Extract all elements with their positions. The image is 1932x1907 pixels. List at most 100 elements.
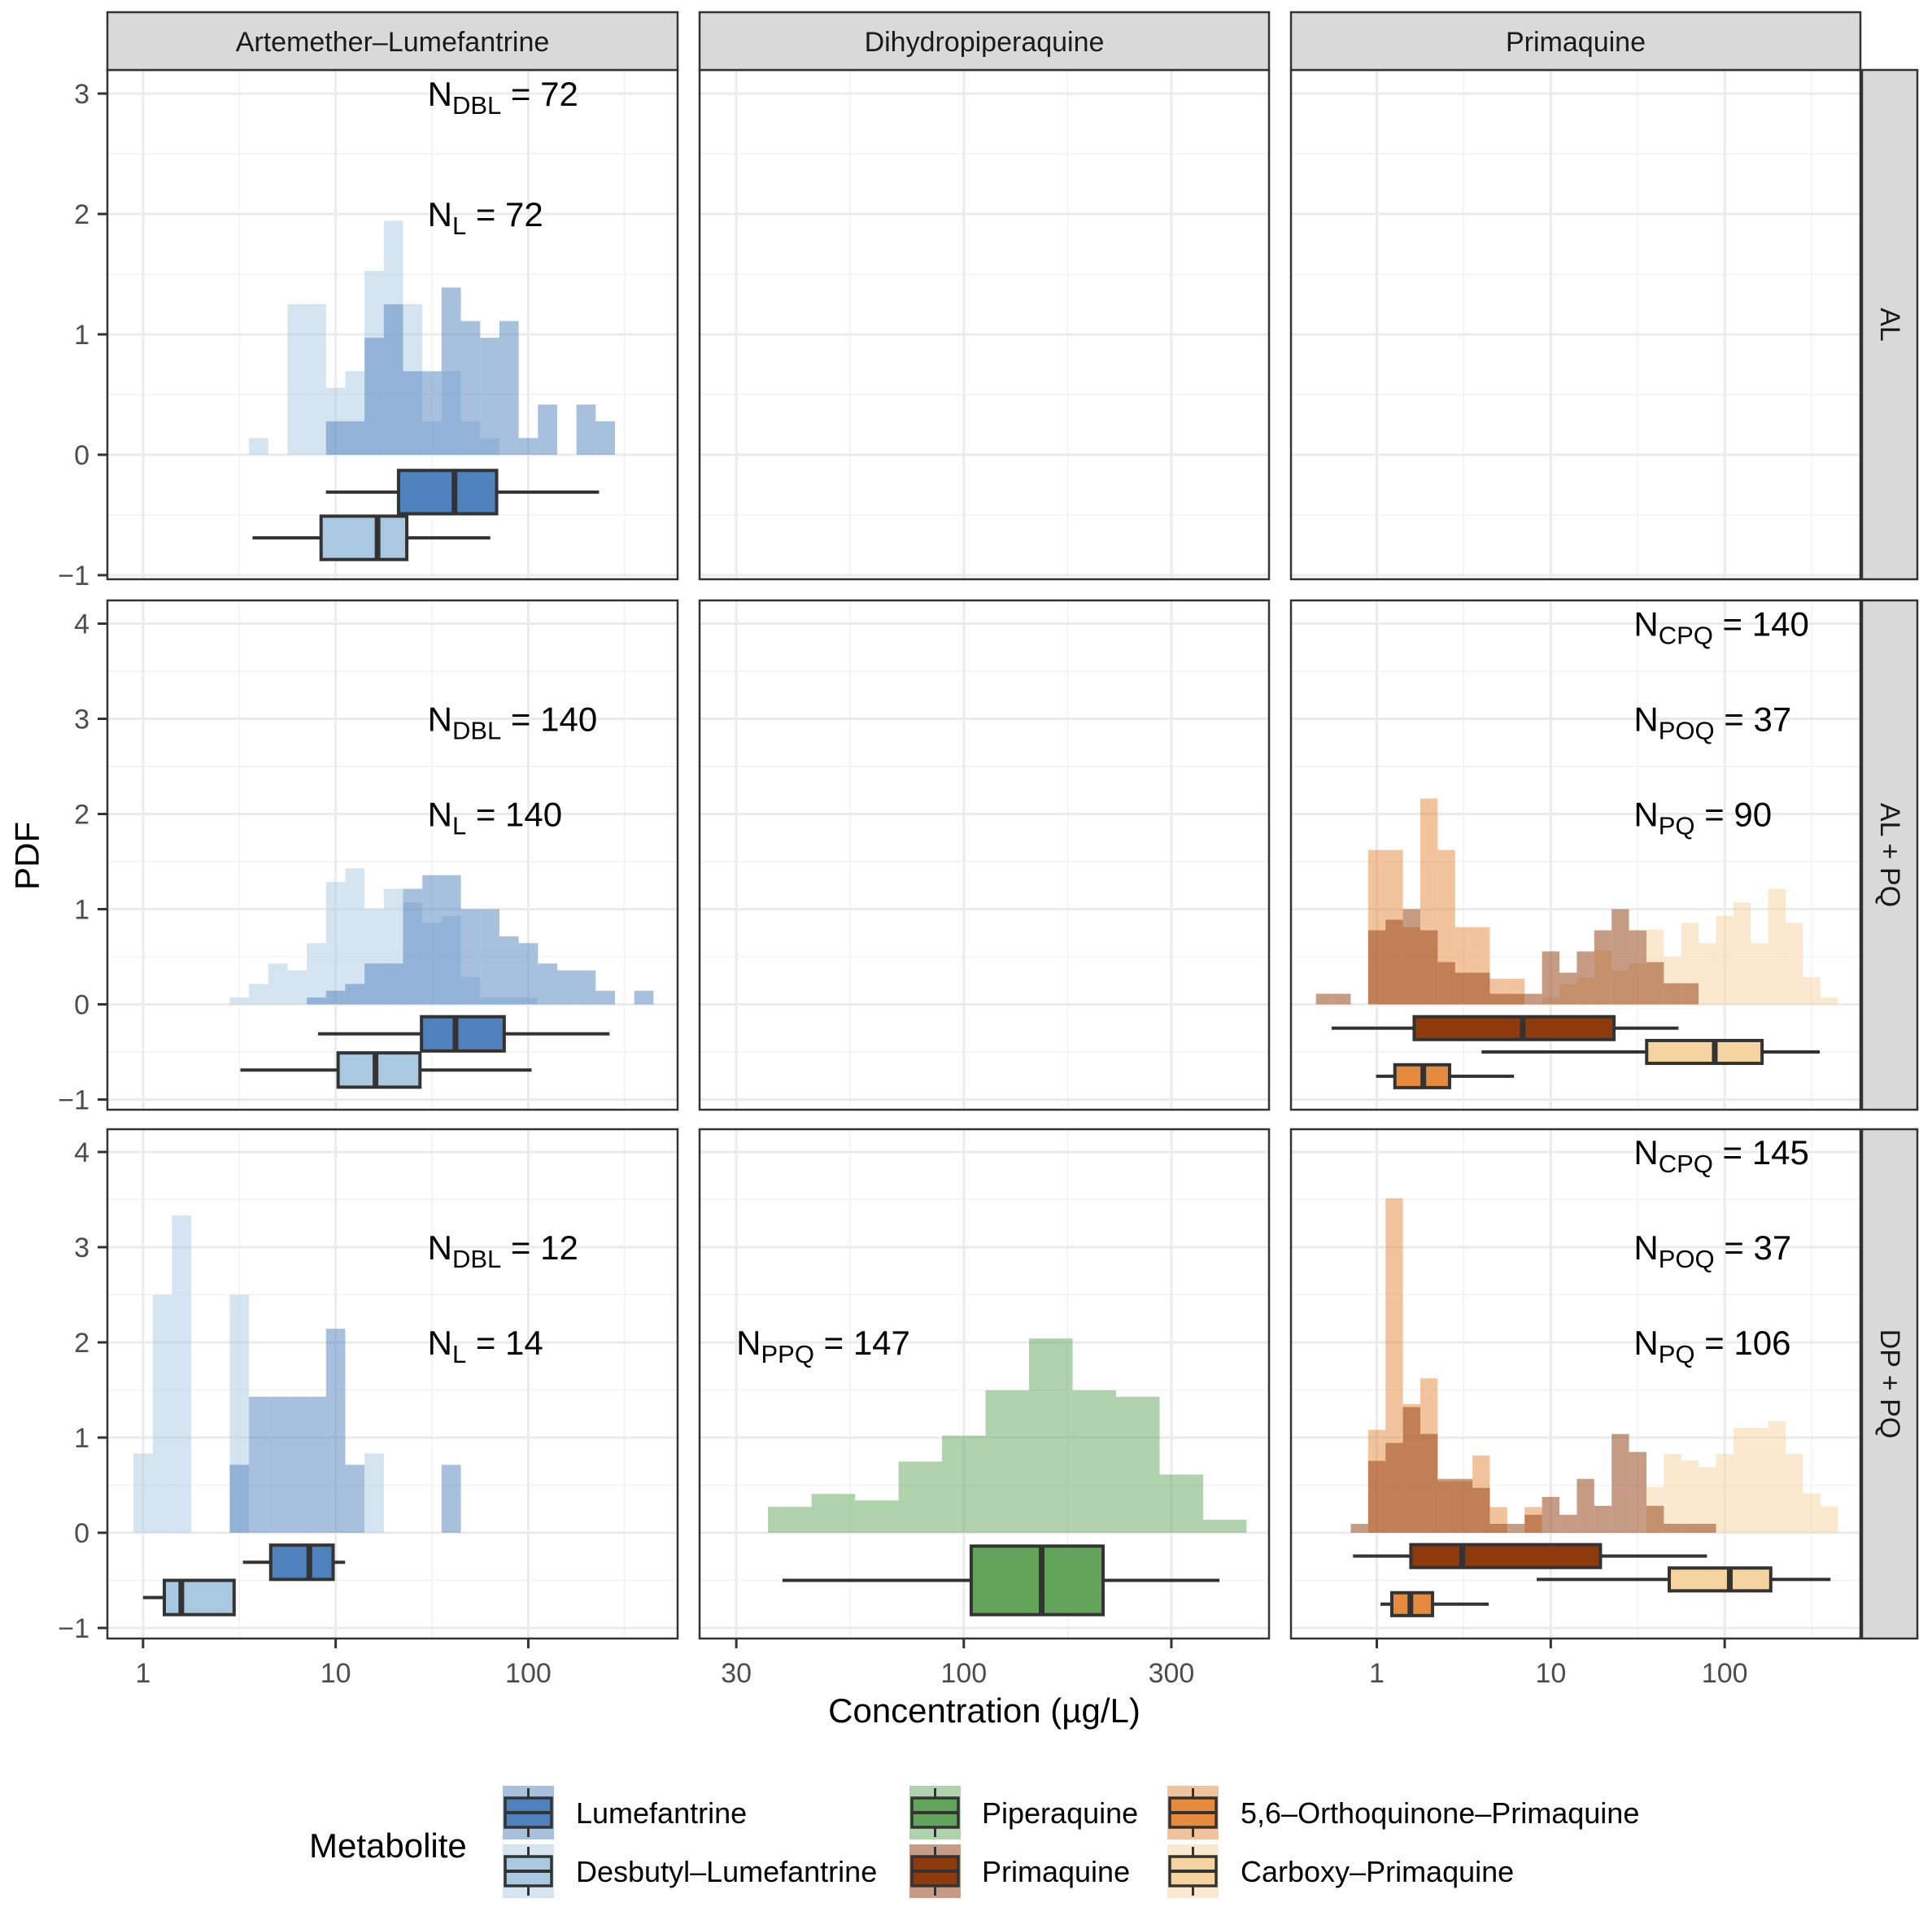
histogram-bar <box>229 1464 250 1534</box>
histogram-bar <box>1029 1338 1073 1534</box>
histogram-bar <box>1542 951 1560 1005</box>
boxplot-box <box>268 1543 335 1582</box>
histogram-bar <box>345 421 365 455</box>
panel-background <box>107 600 678 1110</box>
x-tick-label: 10 <box>1535 1658 1566 1689</box>
histogram-bar <box>1524 993 1542 1005</box>
panel-r0-c2 <box>1291 70 1860 579</box>
sample-size-subscript: PQ <box>1659 812 1695 840</box>
facet-strip-row <box>1860 68 1919 581</box>
histogram-bar <box>1716 915 1734 1005</box>
panel-border <box>1289 599 1862 1111</box>
histogram-bar <box>364 1453 384 1534</box>
sample-size-value: = 147 <box>814 1324 910 1362</box>
legend-item: Carboxy–Primaquine <box>1167 1844 1514 1898</box>
histogram-bar <box>1803 1493 1821 1534</box>
histogram-bar <box>855 1500 899 1534</box>
histogram-bar <box>307 943 326 1005</box>
boxplot <box>242 1543 346 1582</box>
boxplot-box <box>420 1015 506 1053</box>
histogram-bar <box>172 1215 192 1534</box>
histogram-bar <box>1594 1505 1612 1534</box>
histogram-bar <box>1437 962 1455 1005</box>
sample-size-value: = 145 <box>1713 1133 1809 1172</box>
sample-size-subscript: POQ <box>1659 1245 1715 1273</box>
histogram-bar <box>634 990 654 1005</box>
histogram-bar <box>985 1390 1030 1534</box>
legend-label: Primaquine <box>982 1855 1130 1888</box>
histogram-bar <box>480 909 499 1005</box>
x-tick-label: 100 <box>505 1658 552 1689</box>
sample-size-subscript: L <box>452 1340 466 1368</box>
boxplot-box <box>396 469 499 516</box>
boxplot <box>317 1015 610 1053</box>
sample-size-value: = 140 <box>501 700 597 739</box>
histogram-bar <box>287 1396 307 1534</box>
histogram-bar <box>383 963 403 1005</box>
sample-size-label: NDBL = 140 <box>428 700 598 745</box>
legend-label: Piperaquine <box>982 1796 1138 1830</box>
histogram-bar <box>576 970 596 1005</box>
panel-border <box>106 599 679 1111</box>
facet-column-label: Artemether–Lumefantrine <box>236 27 550 58</box>
histogram-bar <box>499 321 519 455</box>
panel-data-r2-c1: NPPQ = 147 <box>736 1324 1247 1617</box>
sample-size-label: NPQ = 106 <box>1633 1324 1790 1368</box>
histogram-bar <box>595 421 615 455</box>
histogram-bar <box>1489 1524 1507 1534</box>
panel-r1-c0 <box>107 600 678 1110</box>
panel-background <box>1291 70 1860 579</box>
histogram-bar <box>1115 1396 1160 1534</box>
histogram-bar <box>518 943 539 1005</box>
boxplot-box <box>163 1578 236 1617</box>
boxplot-box <box>1409 1543 1603 1569</box>
histogram-bar <box>1559 1514 1577 1534</box>
histogram-bar <box>287 970 307 1005</box>
histogram-bar <box>1489 993 1507 1005</box>
histogram-bar <box>325 421 346 455</box>
sample-size-value: = 14 <box>466 1324 543 1362</box>
x-tick-label: 300 <box>1149 1658 1195 1689</box>
histogram-bar <box>1664 1524 1681 1534</box>
x-tick-label: 1 <box>135 1658 150 1689</box>
x-axis-title: Concentration (µg/L) <box>828 1691 1140 1730</box>
histogram-bar <box>1385 919 1403 1005</box>
boxplot-box <box>1667 1566 1773 1593</box>
histogram-bar <box>383 303 403 455</box>
facet-strip-column <box>698 11 1271 72</box>
legend-item: 5,6–Orthoquinone–Primaquine <box>1167 1786 1639 1839</box>
y-tick-label: 2 <box>74 199 89 230</box>
sample-size-label: NPOQ = 37 <box>1633 1228 1791 1273</box>
panel-border <box>106 1128 679 1640</box>
histogram-bar <box>1681 1460 1699 1534</box>
histogram-bar <box>1385 1442 1403 1534</box>
histogram-bar <box>1664 983 1681 1005</box>
legend-label: Desbutyl–Lumefantrine <box>576 1855 877 1888</box>
y-tick-label: 2 <box>74 800 89 831</box>
histogram-bar <box>1472 1487 1490 1534</box>
facet-strip-column <box>1289 11 1862 72</box>
sample-size-label: NL = 72 <box>428 195 543 240</box>
y-tick-label: 0 <box>74 989 89 1020</box>
y-tick-label: 1 <box>74 1423 89 1454</box>
histogram-bar <box>229 997 250 1005</box>
facet-column-label: Dihydropiperaquine <box>865 27 1105 58</box>
histogram-bar <box>403 371 423 455</box>
histogram-bar <box>768 1507 812 1534</box>
boxplot <box>252 514 491 561</box>
boxplot-box <box>969 1544 1106 1617</box>
boxplot <box>240 1051 532 1089</box>
histogram-bar <box>518 438 539 455</box>
panel-r0-c1 <box>700 70 1269 579</box>
histogram-bar <box>1699 943 1716 1005</box>
histogram-bar <box>364 338 384 455</box>
histogram-bar <box>1681 983 1699 1005</box>
histogram-bar <box>1681 1524 1699 1534</box>
y-tick-label: −1 <box>58 1613 89 1644</box>
sample-size-value: = 12 <box>501 1228 578 1267</box>
boxplot <box>1376 1063 1515 1089</box>
histogram-bar <box>364 963 384 1005</box>
histogram-bar <box>1629 1451 1646 1534</box>
